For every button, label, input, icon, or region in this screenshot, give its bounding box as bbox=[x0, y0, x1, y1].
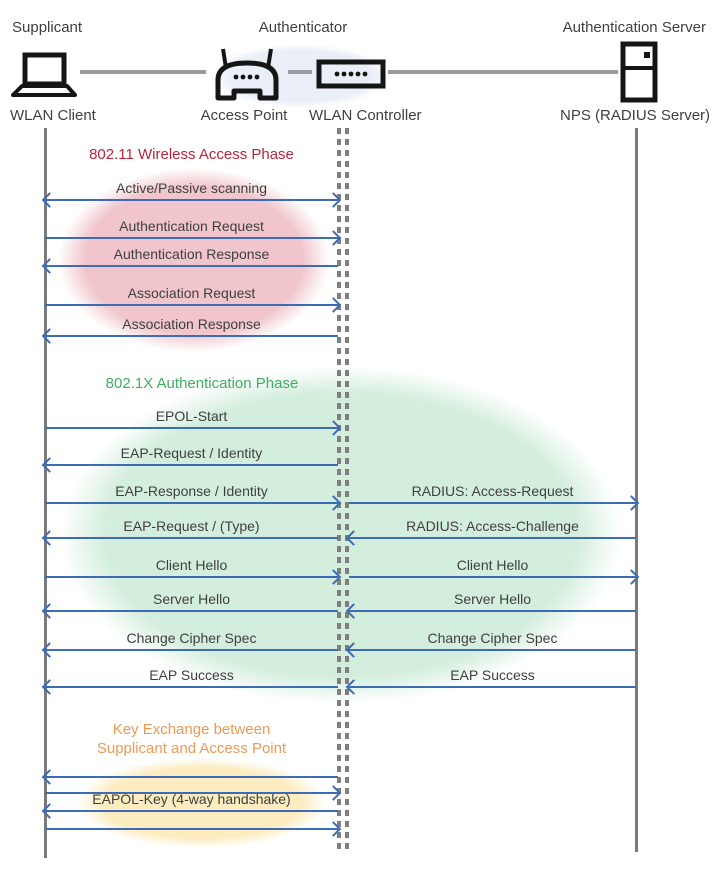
server-lifeline bbox=[635, 128, 638, 852]
message-server-hello-label: Server Hello bbox=[152, 591, 231, 607]
message-radius-access-request: RADIUS: Access-Request bbox=[349, 481, 640, 511]
message-eap-success-label: EAP Success bbox=[149, 667, 234, 683]
message-client-hello-label: Client Hello bbox=[155, 557, 228, 573]
left-arrow bbox=[41, 679, 338, 695]
supplicant-lifeline bbox=[44, 128, 47, 858]
message-change-cipher-label: Change Cipher Spec bbox=[126, 630, 257, 646]
message-eap-request-identity-label: EAP-Request / Identity bbox=[120, 445, 263, 461]
wlan-controller-label: WLAN Controller bbox=[309, 107, 422, 124]
message-client-hello-server: Client Hello bbox=[349, 555, 640, 585]
message-auth-request: Authentication Request bbox=[45, 216, 342, 246]
right-arrow bbox=[45, 569, 342, 585]
message-assoc-response-label: Association Response bbox=[122, 316, 261, 332]
controller-lifeline-dash-1 bbox=[337, 128, 341, 854]
right-arrow bbox=[45, 495, 342, 511]
left-arrow bbox=[41, 457, 338, 473]
authentication-server-role-label: Authentication Server bbox=[562, 19, 706, 36]
message-auth-request-label: Authentication Request bbox=[119, 218, 264, 234]
left-arrow bbox=[41, 642, 338, 658]
key-exchange-phase-title-line1: Key Exchange between bbox=[112, 721, 271, 738]
message-eap-request-type: EAP-Request / (Type) bbox=[41, 516, 338, 546]
right-arrow bbox=[45, 420, 342, 436]
message-assoc-request: Association Request bbox=[45, 283, 342, 313]
supplicant-role-label: Supplicant bbox=[12, 19, 83, 36]
key-exchange-phase-title-line2: Supplicant and Access Point bbox=[96, 740, 287, 757]
key-exchange-phase-ellipse bbox=[76, 758, 328, 848]
right-arrow bbox=[45, 230, 342, 246]
message-assoc-response: Association Response bbox=[41, 314, 338, 344]
left-arrow bbox=[345, 603, 636, 619]
left-arrow bbox=[41, 603, 338, 619]
message-eapol-key-label: EAPOL-Key (4-way handshake) bbox=[92, 791, 291, 807]
message-eap-success-server: EAP Success bbox=[345, 665, 636, 695]
wlan-controller-icon bbox=[316, 59, 386, 89]
message-scanning: Active/Passive scanning bbox=[41, 178, 342, 208]
message-radius-access-request-label: RADIUS: Access-Request bbox=[411, 483, 574, 499]
key-exchange-arrow-2 bbox=[45, 785, 342, 801]
connector-controller-to-server bbox=[388, 70, 618, 74]
left-arrow bbox=[345, 679, 636, 695]
message-eap-request-type-label: EAP-Request / (Type) bbox=[123, 518, 260, 534]
nps-radius-server-label: NPS (RADIUS Server) bbox=[560, 107, 711, 124]
left-arrow bbox=[41, 328, 338, 344]
wlan-client-label: WLAN Client bbox=[10, 107, 96, 124]
server-icon bbox=[620, 41, 658, 103]
left-arrow bbox=[41, 258, 338, 274]
message-eap-success-supplicant: EAP Success bbox=[41, 665, 338, 695]
message-radius-access-challenge-label: RADIUS: Access-Challenge bbox=[406, 518, 579, 534]
message-auth-response-label: Authentication Response bbox=[113, 246, 270, 262]
right-arrow bbox=[349, 569, 640, 585]
message-eap-response-identity-label: EAP-Response / Identity bbox=[115, 483, 268, 499]
message-eapol-key: EAPOL-Key (4-way handshake) bbox=[41, 789, 338, 819]
dot1x-auth-phase-ellipse bbox=[60, 366, 622, 704]
message-change-cipher-server: Change Cipher Spec bbox=[345, 628, 636, 658]
laptop-icon bbox=[10, 52, 78, 98]
wireless-access-phase-ellipse bbox=[58, 168, 330, 352]
message-server-hello-label: Server Hello bbox=[453, 591, 532, 607]
left-arrow bbox=[41, 530, 338, 546]
left-arrow bbox=[345, 642, 636, 658]
message-eap-response-identity: EAP-Response / Identity bbox=[45, 481, 342, 511]
message-scanning-label: Active/Passive scanning bbox=[116, 180, 267, 196]
message-auth-response: Authentication Response bbox=[41, 244, 338, 274]
right-arrow bbox=[349, 495, 640, 511]
right-arrow bbox=[45, 297, 342, 313]
message-epol-start-label: EPOL-Start bbox=[155, 408, 228, 424]
message-server-hello-server: Server Hello bbox=[345, 589, 636, 619]
connector-ap-to-controller bbox=[288, 70, 312, 74]
left-arrow bbox=[345, 530, 636, 546]
access-point-icon bbox=[210, 46, 284, 102]
bidirectional-arrow bbox=[41, 192, 342, 208]
key-exchange-arrow-4 bbox=[45, 821, 342, 837]
controller-lifeline-dash-2 bbox=[345, 128, 349, 854]
authenticator-role-label: Authenticator bbox=[258, 19, 348, 36]
message-change-cipher-supplicant: Change Cipher Spec bbox=[41, 628, 338, 658]
key-exchange-arrow-1 bbox=[41, 769, 338, 785]
message-epol-start: EPOL-Start bbox=[45, 406, 342, 436]
message-assoc-request-label: Association Request bbox=[127, 285, 256, 301]
access-point-label: Access Point bbox=[200, 107, 288, 124]
dot1x-auth-phase-title: 802.1X Authentication Phase bbox=[105, 375, 299, 392]
message-eap-request-identity: EAP-Request / Identity bbox=[41, 443, 338, 473]
left-arrow bbox=[41, 803, 338, 819]
message-server-hello-supplicant: Server Hello bbox=[41, 589, 338, 619]
message-change-cipher-label: Change Cipher Spec bbox=[427, 630, 558, 646]
connector-client-to-ap bbox=[80, 70, 206, 74]
message-radius-access-challenge: RADIUS: Access-Challenge bbox=[345, 516, 636, 546]
message-eap-success-label: EAP Success bbox=[450, 667, 535, 683]
wireless-access-phase-title: 802.11 Wireless Access Phase bbox=[89, 146, 294, 163]
message-client-hello-supplicant: Client Hello bbox=[45, 555, 342, 585]
message-client-hello-label: Client Hello bbox=[456, 557, 529, 573]
